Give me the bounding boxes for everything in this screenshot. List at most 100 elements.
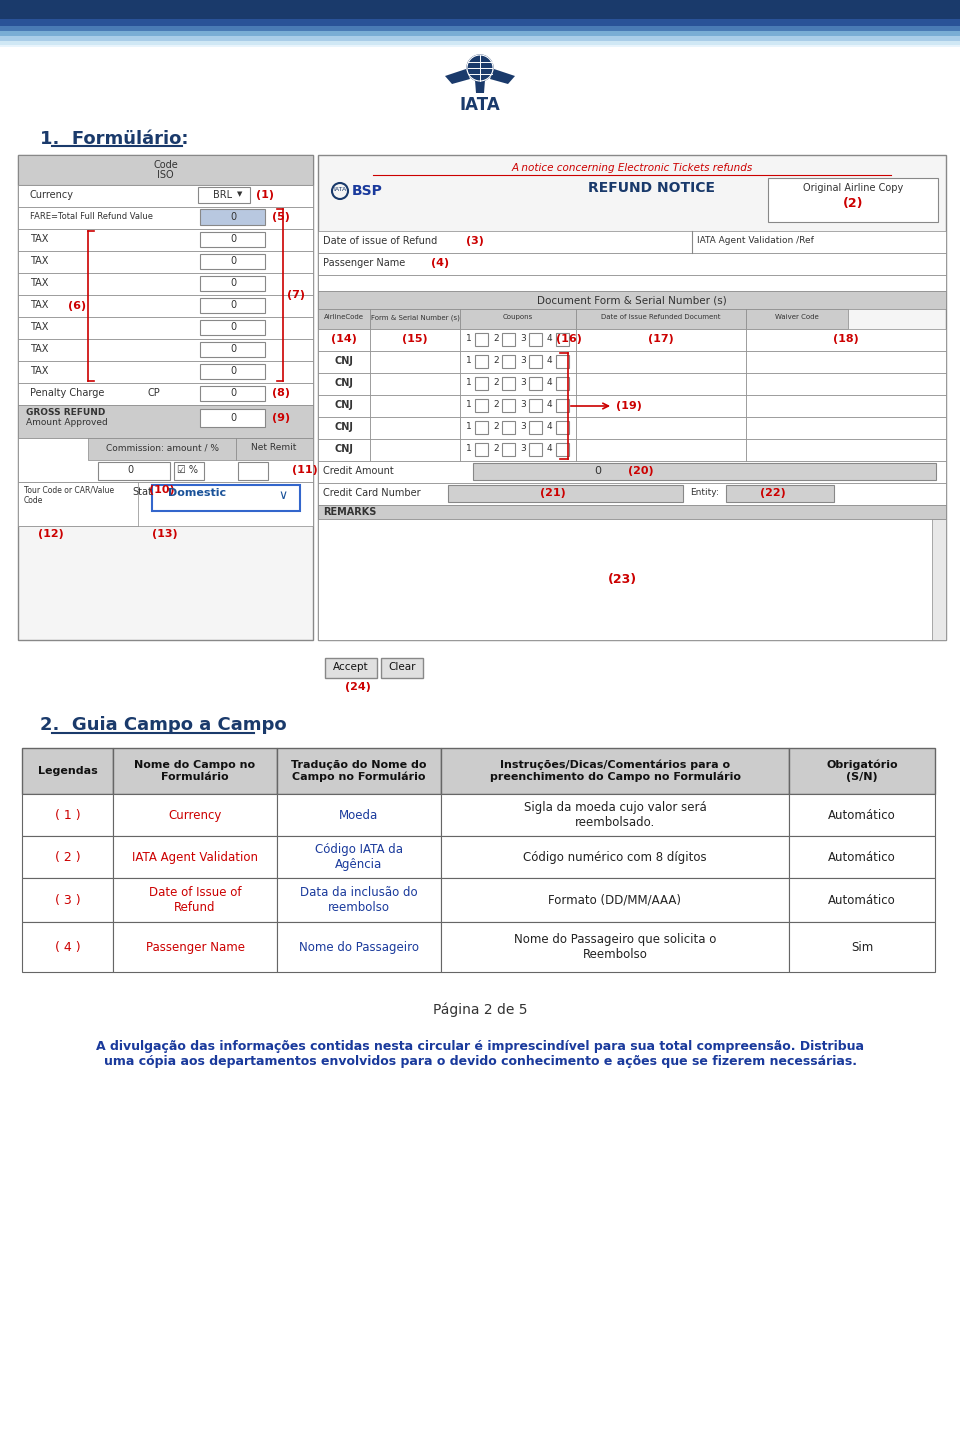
Text: 1: 1 — [466, 421, 471, 431]
Bar — [789, 921, 935, 972]
Bar — [18, 274, 313, 295]
Bar — [441, 921, 789, 972]
Text: (21): (21) — [540, 489, 565, 499]
Bar — [18, 229, 313, 251]
Bar — [576, 351, 746, 373]
Bar — [236, 438, 313, 460]
Bar — [325, 658, 377, 678]
Text: Automático: Automático — [828, 851, 896, 864]
Text: GROSS REFUND: GROSS REFUND — [26, 408, 106, 417]
Text: Form & Serial Number (s): Form & Serial Number (s) — [371, 314, 460, 321]
Text: A divulgação das informações contidas nesta circular é imprescindível para sua t: A divulgação das informações contidas ne… — [96, 1040, 864, 1068]
Bar — [556, 443, 569, 456]
Text: Moeda: Moeda — [340, 808, 378, 821]
Text: TAX: TAX — [30, 278, 48, 288]
Text: Net Remit: Net Remit — [252, 443, 297, 451]
Bar — [113, 921, 277, 972]
Bar — [576, 373, 746, 396]
Bar — [576, 417, 746, 438]
Text: 0: 0 — [230, 299, 236, 310]
Bar — [200, 254, 265, 269]
Polygon shape — [475, 80, 485, 93]
Text: Código numérico com 8 dígitos: Código numérico com 8 dígitos — [523, 851, 707, 864]
Text: (9): (9) — [272, 413, 290, 423]
Bar — [529, 355, 542, 368]
Text: 2: 2 — [493, 355, 498, 365]
Text: CNJ: CNJ — [335, 378, 353, 388]
Text: ▼: ▼ — [237, 191, 242, 196]
Bar — [556, 355, 569, 368]
Text: Coupons: Coupons — [503, 314, 533, 320]
Bar — [318, 519, 946, 641]
Bar — [18, 438, 313, 481]
Text: Sim: Sim — [851, 940, 874, 953]
Text: (23): (23) — [608, 573, 636, 586]
Text: 2: 2 — [493, 334, 498, 342]
Text: 2: 2 — [493, 421, 498, 431]
Text: Data da inclusão do
reembolso: Data da inclusão do reembolso — [300, 886, 418, 914]
Text: IATA: IATA — [460, 96, 500, 115]
Polygon shape — [490, 69, 515, 85]
Bar — [460, 396, 576, 417]
Text: Date of issue of Refund: Date of issue of Refund — [323, 236, 437, 246]
Bar — [556, 332, 569, 345]
Bar — [529, 421, 542, 434]
Bar — [18, 361, 313, 383]
Bar — [441, 878, 789, 921]
Bar — [475, 443, 488, 456]
Bar — [22, 921, 113, 972]
Text: 2: 2 — [493, 378, 498, 387]
Bar — [789, 835, 935, 878]
Bar — [460, 351, 576, 373]
Bar — [746, 417, 946, 438]
Text: 3: 3 — [520, 378, 526, 387]
Text: (13): (13) — [152, 529, 178, 539]
Bar — [460, 438, 576, 461]
Text: BRL: BRL — [213, 191, 232, 201]
Text: (19): (19) — [616, 401, 642, 411]
Bar — [318, 155, 946, 641]
Bar — [200, 209, 265, 225]
Bar — [0, 44, 960, 47]
Text: 0: 0 — [230, 234, 236, 244]
Bar — [502, 377, 515, 390]
Text: 4: 4 — [547, 378, 553, 387]
Text: Clear: Clear — [388, 662, 416, 672]
Text: 0: 0 — [230, 257, 236, 267]
Text: TAX: TAX — [30, 257, 48, 267]
Bar — [475, 377, 488, 390]
Bar — [318, 461, 946, 483]
Polygon shape — [445, 69, 470, 85]
Bar — [473, 463, 936, 480]
Text: (10): (10) — [149, 484, 175, 494]
Text: Tour Code or CAR/Value: Tour Code or CAR/Value — [24, 484, 114, 494]
Text: ∨: ∨ — [278, 489, 287, 502]
Bar — [746, 310, 848, 330]
Text: CNJ: CNJ — [335, 444, 353, 454]
Bar — [556, 398, 569, 413]
Bar — [318, 275, 946, 291]
Text: (14): (14) — [331, 334, 357, 344]
Bar — [318, 330, 370, 351]
Text: 2.  Guia Campo a Campo: 2. Guia Campo a Campo — [40, 716, 287, 734]
Bar — [0, 32, 960, 36]
Text: Nome do Passageiro: Nome do Passageiro — [299, 940, 419, 953]
Text: TAX: TAX — [30, 234, 48, 244]
Bar — [277, 794, 441, 835]
Bar — [200, 342, 265, 357]
Bar — [18, 481, 138, 526]
Bar — [768, 178, 938, 222]
Text: 4: 4 — [547, 421, 553, 431]
Text: REFUND NOTICE: REFUND NOTICE — [588, 181, 715, 195]
Bar — [381, 658, 423, 678]
Bar — [746, 330, 946, 351]
Bar — [475, 355, 488, 368]
Text: 3: 3 — [520, 421, 526, 431]
Text: Penalty Charge: Penalty Charge — [30, 388, 105, 398]
Bar — [0, 36, 960, 40]
Text: IATA: IATA — [333, 186, 347, 192]
Bar — [238, 461, 268, 480]
Bar — [475, 421, 488, 434]
Text: (1): (1) — [256, 191, 274, 201]
Bar — [318, 291, 946, 310]
